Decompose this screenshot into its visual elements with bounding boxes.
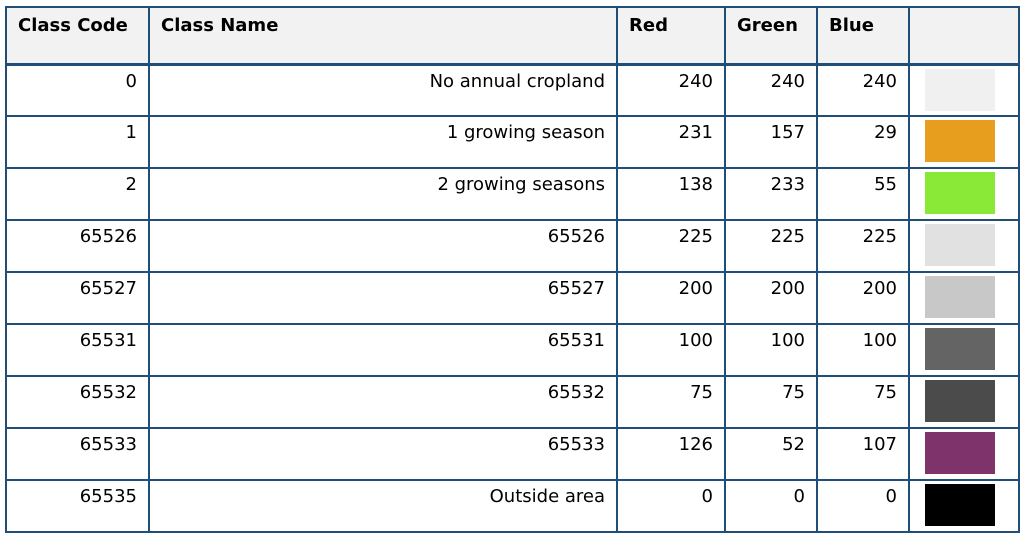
red-value-cell: 240 (616, 63, 726, 117)
swatch-cell (908, 115, 1020, 169)
color-swatch (925, 224, 995, 266)
class-code-cell: 65527 (5, 271, 150, 325)
color-swatch (925, 120, 995, 162)
class-name-cell: 65527 (148, 271, 618, 325)
class-name-cell: 65532 (148, 375, 618, 429)
color-swatch (925, 432, 995, 474)
table-row: 65535 Outside area 0 0 0 (5, 479, 1020, 533)
blue-value-cell: 107 (816, 427, 910, 481)
class-name-cell: 2 growing seasons (148, 167, 618, 221)
table-row: 65526 65526 225 225 225 (5, 219, 1020, 273)
blue-value-cell: 200 (816, 271, 910, 325)
class-name-cell: 65526 (148, 219, 618, 273)
class-code-cell: 65526 (5, 219, 150, 273)
red-value-cell: 75 (616, 375, 726, 429)
class-code-cell: 1 (5, 115, 150, 169)
red-value-cell: 231 (616, 115, 726, 169)
color-swatch (925, 172, 995, 214)
header-red: Red (616, 6, 726, 66)
table-row: 65527 65527 200 200 200 (5, 271, 1020, 325)
blue-value-cell: 240 (816, 63, 910, 117)
red-value-cell: 138 (616, 167, 726, 221)
green-value-cell: 200 (724, 271, 818, 325)
green-value-cell: 100 (724, 323, 818, 377)
blue-value-cell: 75 (816, 375, 910, 429)
color-swatch (925, 484, 995, 526)
color-swatch (925, 276, 995, 318)
red-value-cell: 0 (616, 479, 726, 533)
table-row: 0 No annual cropland 240 240 240 (5, 63, 1020, 117)
blue-value-cell: 55 (816, 167, 910, 221)
blue-value-cell: 29 (816, 115, 910, 169)
header-class-code: Class Code (5, 6, 150, 66)
color-swatch (925, 328, 995, 370)
swatch-cell (908, 63, 1020, 117)
table-row: 65531 65531 100 100 100 (5, 323, 1020, 377)
class-name-cell: 65533 (148, 427, 618, 481)
green-value-cell: 0 (724, 479, 818, 533)
swatch-cell (908, 479, 1020, 533)
table-row: 1 1 growing season 231 157 29 (5, 115, 1020, 169)
header-green: Green (724, 6, 818, 66)
color-swatch (925, 380, 995, 422)
swatch-cell (908, 427, 1020, 481)
blue-value-cell: 100 (816, 323, 910, 377)
swatch-cell (908, 167, 1020, 221)
class-name-cell: Outside area (148, 479, 618, 533)
class-code-cell: 0 (5, 63, 150, 117)
swatch-cell (908, 271, 1020, 325)
header-row: Class Code Class Name Red Green Blue (5, 6, 1020, 66)
green-value-cell: 225 (724, 219, 818, 273)
swatch-cell (908, 375, 1020, 429)
table-row: 65532 65532 75 75 75 (5, 375, 1020, 429)
swatch-cell (908, 323, 1020, 377)
class-code-cell: 2 (5, 167, 150, 221)
header-blue: Blue (816, 6, 910, 66)
class-table: Class Code Class Name Red Green Blue 0 N… (5, 6, 1020, 533)
class-code-cell: 65533 (5, 427, 150, 481)
red-value-cell: 100 (616, 323, 726, 377)
class-code-cell: 65535 (5, 479, 150, 533)
blue-value-cell: 225 (816, 219, 910, 273)
blue-value-cell: 0 (816, 479, 910, 533)
class-name-cell: No annual cropland (148, 63, 618, 117)
red-value-cell: 126 (616, 427, 726, 481)
green-value-cell: 52 (724, 427, 818, 481)
header-class-name: Class Name (148, 6, 618, 66)
green-value-cell: 75 (724, 375, 818, 429)
green-value-cell: 157 (724, 115, 818, 169)
green-value-cell: 240 (724, 63, 818, 117)
class-code-cell: 65532 (5, 375, 150, 429)
header-swatch (908, 6, 1020, 66)
table-row: 65533 65533 126 52 107 (5, 427, 1020, 481)
swatch-cell (908, 219, 1020, 273)
table-row: 2 2 growing seasons 138 233 55 (5, 167, 1020, 221)
class-name-cell: 65531 (148, 323, 618, 377)
class-code-cell: 65531 (5, 323, 150, 377)
red-value-cell: 200 (616, 271, 726, 325)
color-swatch (925, 68, 995, 111)
table-header: Class Code Class Name Red Green Blue (5, 6, 1020, 66)
class-name-cell: 1 growing season (148, 115, 618, 169)
green-value-cell: 233 (724, 167, 818, 221)
red-value-cell: 225 (616, 219, 726, 273)
table-body: 0 No annual cropland 240 240 240 1 1 gro… (5, 63, 1020, 533)
